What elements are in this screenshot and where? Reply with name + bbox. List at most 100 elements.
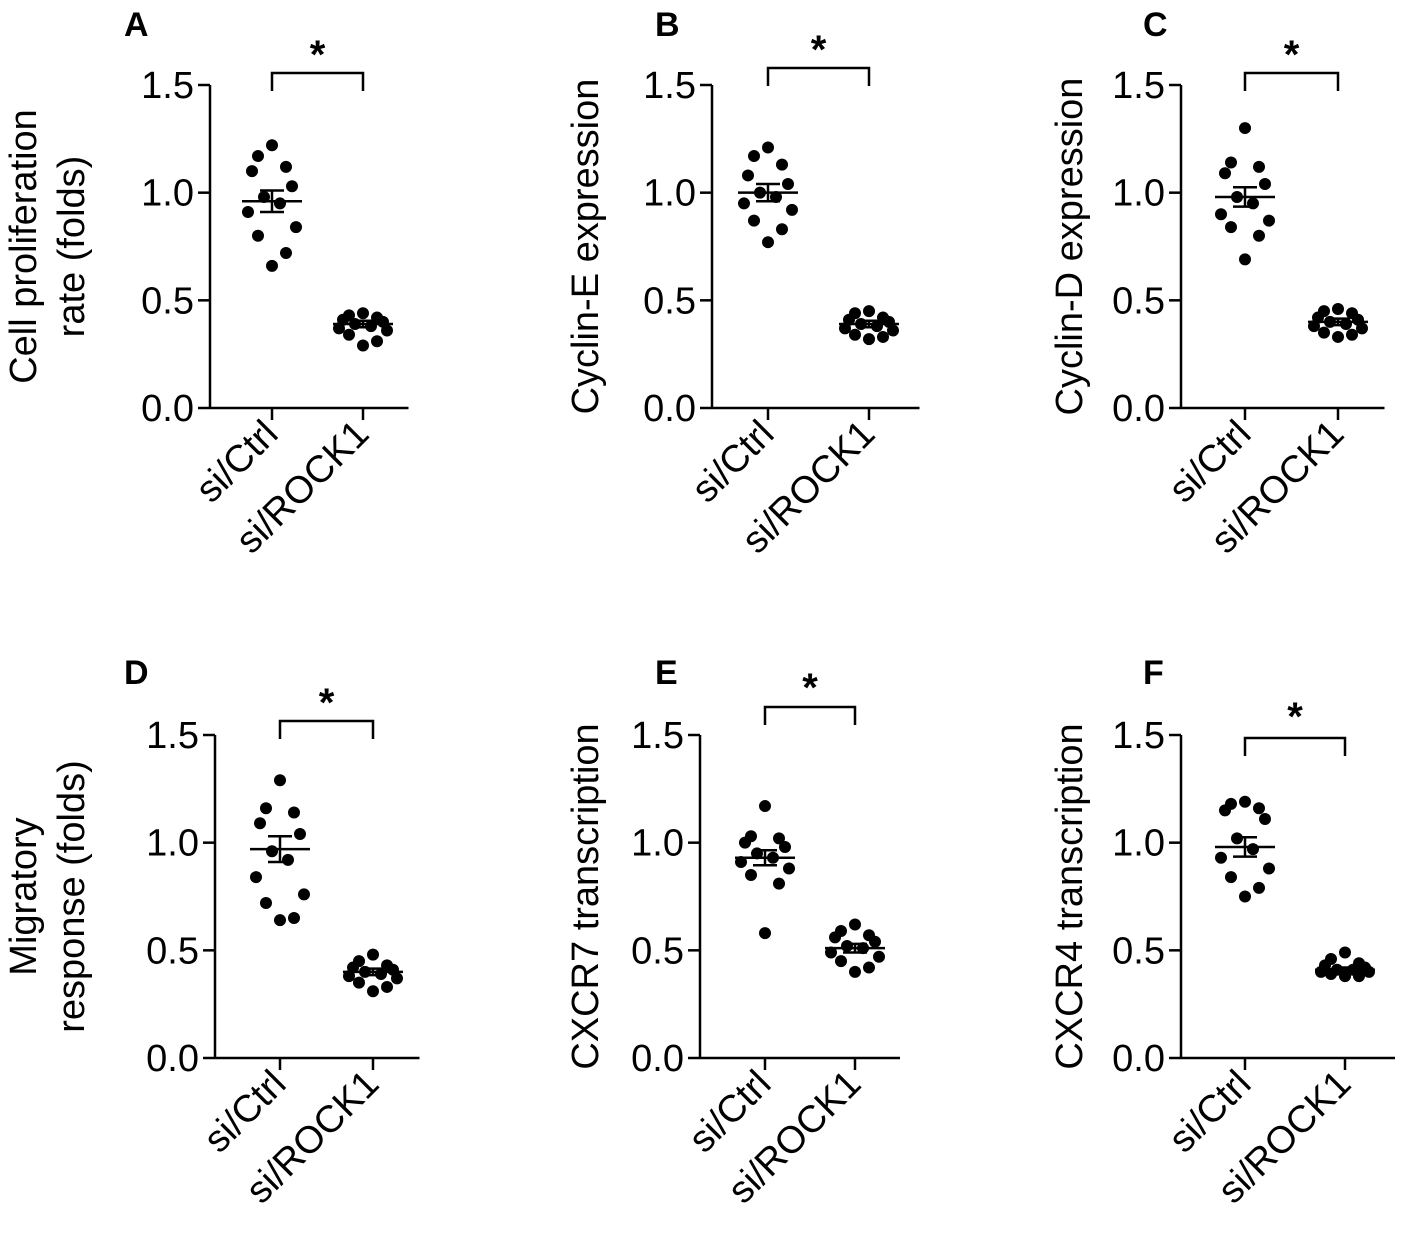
data-point <box>381 980 393 993</box>
y-axis-label: Cyclin-E expression <box>565 79 607 415</box>
data-point <box>1219 167 1231 180</box>
data-point <box>1225 871 1237 884</box>
data-point <box>783 862 795 875</box>
data-point <box>825 946 837 959</box>
y-tick-label: 1.0 <box>146 823 199 865</box>
y-tick-label: 1.0 <box>631 823 684 865</box>
significance-bracket <box>270 71 365 91</box>
data-point <box>869 935 881 948</box>
y-tick-label: 1.5 <box>631 715 684 757</box>
y-tick-label: 0.0 <box>141 388 194 430</box>
data-point <box>1239 890 1251 903</box>
data-point <box>1356 322 1368 335</box>
data-point <box>1247 843 1259 856</box>
data-point <box>748 214 760 227</box>
data-point <box>1308 320 1320 333</box>
data-point <box>835 955 847 968</box>
y-axis-label: response (folds) <box>51 760 93 1032</box>
data-point <box>1259 812 1271 825</box>
data-point <box>260 802 272 815</box>
data-point <box>773 877 785 890</box>
data-point <box>873 950 885 963</box>
data-point <box>786 203 798 216</box>
data-point <box>887 324 899 337</box>
data-point <box>343 328 355 341</box>
data-point <box>1263 862 1275 875</box>
data-point <box>1315 965 1327 978</box>
data-point <box>367 948 379 961</box>
y-axis-label: Cell proliferation <box>3 109 45 384</box>
y-axis-label: Cyclin-D expression <box>1049 78 1091 416</box>
y-tick-label: 1.0 <box>141 173 194 215</box>
data-point <box>357 307 369 320</box>
data-point <box>288 912 300 925</box>
y-tick-label: 1.5 <box>1112 715 1165 757</box>
data-point <box>1253 229 1265 242</box>
data-point <box>260 896 272 909</box>
data-point <box>863 961 875 974</box>
significance-star: * <box>1284 33 1300 77</box>
data-point <box>1318 326 1330 339</box>
significance-star: * <box>1287 695 1303 739</box>
y-tick-label: 0.5 <box>1112 280 1165 322</box>
data-point <box>1253 160 1265 173</box>
data-point <box>1339 970 1351 983</box>
data-point <box>252 150 264 163</box>
data-point <box>1239 122 1251 135</box>
data-point <box>381 324 393 337</box>
significance-star: * <box>310 33 326 77</box>
data-point <box>748 150 760 163</box>
data-point <box>1215 851 1227 864</box>
data-point <box>290 221 302 234</box>
panel-letter: D <box>124 654 149 692</box>
data-point <box>745 868 757 881</box>
data-point <box>254 817 266 830</box>
data-point <box>829 931 841 944</box>
data-point <box>280 160 292 173</box>
y-tick-label: 1.0 <box>643 173 696 215</box>
data-point <box>1253 881 1265 894</box>
data-point <box>250 871 262 884</box>
data-point <box>863 305 875 318</box>
y-tick-label: 1.5 <box>146 715 199 757</box>
data-point <box>1339 946 1351 959</box>
y-tick-label: 0.0 <box>631 1038 684 1080</box>
significance-bracket <box>1243 71 1340 91</box>
data-point <box>252 229 264 242</box>
significance-star: * <box>811 28 827 72</box>
data-point <box>367 985 379 998</box>
y-tick-label: 0.5 <box>1112 930 1165 972</box>
data-point <box>353 976 365 989</box>
data-point <box>770 190 782 203</box>
y-tick-label: 1.5 <box>1112 65 1165 107</box>
data-point <box>742 169 754 182</box>
significance-bracket <box>278 719 375 739</box>
data-point <box>762 141 774 154</box>
data-point <box>1225 221 1237 234</box>
y-tick-label: 0.0 <box>1112 1038 1165 1080</box>
data-point <box>1253 802 1265 815</box>
data-point <box>282 853 294 866</box>
data-point <box>391 972 403 985</box>
y-tick-label: 1.0 <box>1112 823 1165 865</box>
data-point <box>266 139 278 152</box>
data-point <box>294 828 306 841</box>
y-tick-label: 0.5 <box>631 930 684 972</box>
panel-letter: E <box>655 654 678 692</box>
data-point <box>274 197 286 210</box>
data-point <box>776 158 788 171</box>
data-point <box>1332 330 1344 343</box>
panel-letter: B <box>655 6 680 44</box>
data-point <box>841 940 853 953</box>
y-tick-label: 1.5 <box>141 65 194 107</box>
significance-bracket <box>766 66 871 86</box>
y-tick-label: 0.5 <box>141 280 194 322</box>
y-tick-label: 1.0 <box>1112 173 1165 215</box>
data-point <box>266 259 278 272</box>
y-tick-label: 0.0 <box>146 1038 199 1080</box>
data-point <box>258 190 270 203</box>
data-point <box>242 206 254 219</box>
